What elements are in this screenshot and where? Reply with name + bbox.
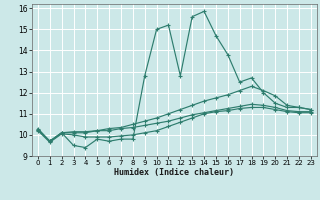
X-axis label: Humidex (Indice chaleur): Humidex (Indice chaleur): [115, 168, 234, 177]
